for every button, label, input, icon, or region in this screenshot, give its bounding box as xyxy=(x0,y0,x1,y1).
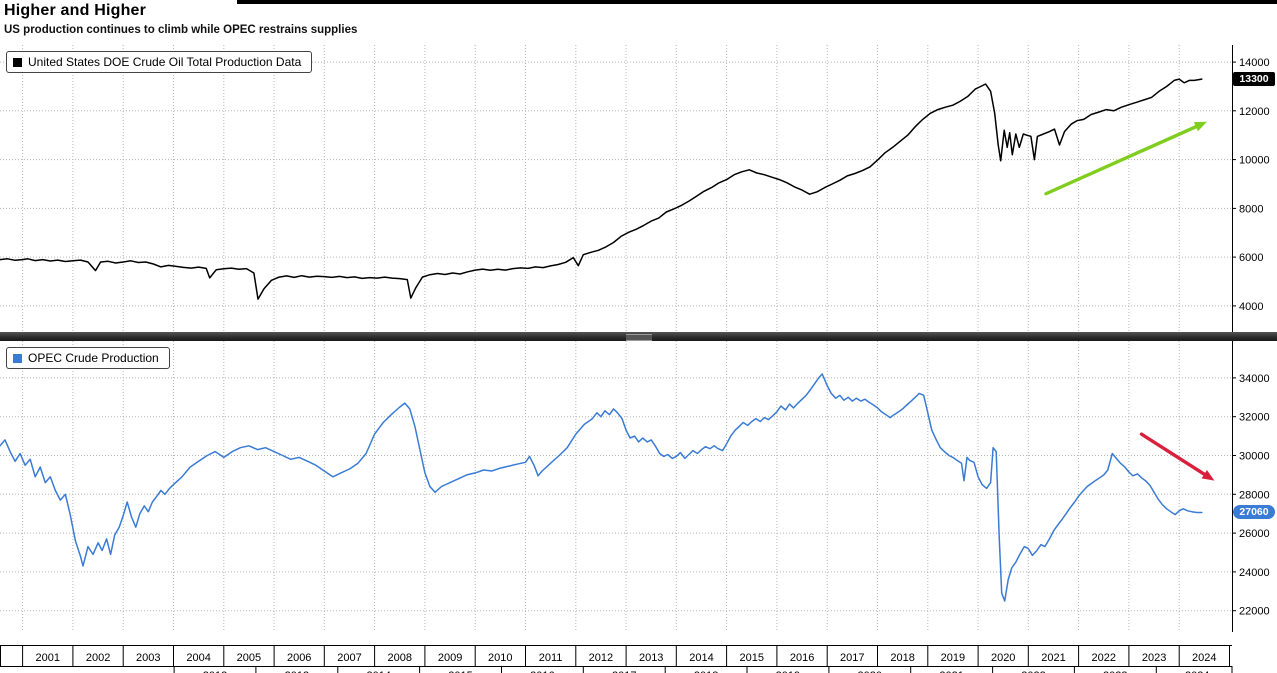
svg-text:26000: 26000 xyxy=(1239,528,1270,540)
gridlines xyxy=(0,341,1232,632)
svg-text:2009: 2009 xyxy=(438,652,462,664)
svg-text:2020: 2020 xyxy=(991,652,1015,664)
svg-text:2017: 2017 xyxy=(612,670,636,673)
svg-text:2024: 2024 xyxy=(1192,652,1216,664)
splitter-grip-icon xyxy=(625,334,652,341)
gridlines xyxy=(0,45,1232,332)
svg-text:2016: 2016 xyxy=(790,652,814,664)
svg-text:2019: 2019 xyxy=(941,652,965,664)
opec-legend-swatch-icon xyxy=(13,353,22,363)
right-y-axis: 4000 6000 8000 10000 12000 14000 xyxy=(1232,45,1270,332)
us-last-value-badge: 13300 xyxy=(1233,72,1275,86)
svg-text:10000: 10000 xyxy=(1239,155,1270,167)
svg-text:2012: 2012 xyxy=(203,670,227,673)
svg-text:2024: 2024 xyxy=(1185,670,1209,673)
us-legend-label: United States DOE Crude Oil Total Produc… xyxy=(28,55,302,69)
svg-text:2003: 2003 xyxy=(136,652,160,664)
svg-text:2023: 2023 xyxy=(1142,652,1166,664)
svg-text:2016: 2016 xyxy=(530,670,554,673)
svg-text:2002: 2002 xyxy=(86,652,110,664)
svg-text:8000: 8000 xyxy=(1239,203,1263,215)
svg-text:2022: 2022 xyxy=(1021,670,1045,673)
svg-text:2015: 2015 xyxy=(740,652,764,664)
svg-text:32000: 32000 xyxy=(1239,412,1270,424)
opec-legend-label: OPEC Crude Production xyxy=(28,351,159,365)
svg-text:2006: 2006 xyxy=(287,652,311,664)
series-line xyxy=(0,373,1203,602)
svg-text:2004: 2004 xyxy=(186,652,210,664)
svg-text:2014: 2014 xyxy=(366,670,390,673)
svg-text:2018: 2018 xyxy=(890,652,914,664)
panel-splitter[interactable] xyxy=(0,332,1277,341)
svg-text:2001: 2001 xyxy=(36,652,60,664)
svg-text:24000: 24000 xyxy=(1239,567,1270,579)
svg-text:2022: 2022 xyxy=(1092,652,1116,664)
svg-text:34000: 34000 xyxy=(1239,373,1270,385)
svg-text:6000: 6000 xyxy=(1239,252,1263,264)
opec-production-panel: 22000 24000 26000 28000 30000 32000 34000 OPEC… xyxy=(0,341,1277,632)
svg-text:4000: 4000 xyxy=(1239,301,1263,313)
svg-text:2021: 2021 xyxy=(1041,652,1065,664)
svg-text:2011: 2011 xyxy=(539,652,563,664)
series-line xyxy=(0,78,1203,300)
svg-text:28000: 28000 xyxy=(1239,489,1270,501)
top-border-bar xyxy=(237,0,1277,4)
svg-text:2015: 2015 xyxy=(448,670,472,673)
svg-text:2013: 2013 xyxy=(639,652,663,664)
x-axis-years: 2001 2002 2003 2004 2005 2006 2007 2008 2009 2010… xyxy=(0,645,1277,666)
svg-text:12000: 12000 xyxy=(1239,106,1270,118)
chart-subtitle: US production continues to climb while O… xyxy=(4,24,358,36)
svg-text:2020: 2020 xyxy=(858,670,882,673)
svg-text:2013: 2013 xyxy=(285,670,309,673)
svg-text:2010: 2010 xyxy=(488,652,512,664)
svg-text:2018: 2018 xyxy=(694,670,718,673)
svg-text:14000: 14000 xyxy=(1239,57,1270,69)
opec-last-value-badge: 27060 xyxy=(1233,505,1275,519)
us-production-legend[interactable]: United States DOE Crude Oil Total Produc… xyxy=(6,51,313,73)
svg-text:2005: 2005 xyxy=(237,652,261,664)
svg-text:30000: 30000 xyxy=(1239,451,1270,463)
svg-text:2019: 2019 xyxy=(776,670,800,673)
x-axis-secondary-years: 2012 2013 2014 2015 2016 2017 2018 2019 2020 2021… xyxy=(0,666,1277,673)
us-production-panel: 4000 6000 8000 10000 12000 14000 United State… xyxy=(0,45,1277,332)
svg-text:2014: 2014 xyxy=(689,652,713,664)
svg-text:2007: 2007 xyxy=(337,652,361,664)
right-y-axis: 22000 24000 26000 28000 30000 32000 34000 xyxy=(1232,341,1270,632)
svg-text:2017: 2017 xyxy=(840,652,864,664)
us-production-chart[interactable]: 4000 6000 8000 10000 12000 14000 xyxy=(0,45,1277,332)
svg-text:2008: 2008 xyxy=(388,652,412,664)
opec-production-chart[interactable]: 22000 24000 26000 28000 30000 32000 34000 xyxy=(0,341,1277,632)
svg-text:2021: 2021 xyxy=(939,670,963,673)
chart-title: Higher and Higher xyxy=(4,2,147,19)
red-trend-arrow-icon xyxy=(1139,432,1215,481)
opec-production-legend[interactable]: OPEC Crude Production xyxy=(6,347,170,369)
green-trend-arrow-icon xyxy=(1044,121,1207,196)
svg-text:2023: 2023 xyxy=(1103,670,1127,673)
us-legend-swatch-icon xyxy=(13,57,22,67)
svg-text:2012: 2012 xyxy=(589,652,613,664)
svg-text:22000: 22000 xyxy=(1239,606,1270,618)
